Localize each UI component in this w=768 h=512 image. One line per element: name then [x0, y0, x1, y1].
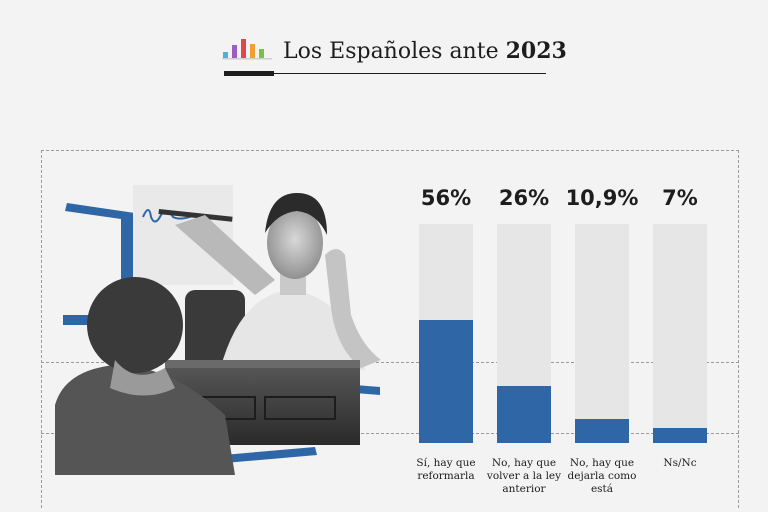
category-label: No, hay que dejarla como está: [567, 457, 637, 495]
category-label: Ns/Nc: [663, 457, 697, 469]
bar-track: [653, 224, 707, 443]
category-label: No, hay que volver a la ley anterior: [486, 457, 562, 495]
bar-column: 10,9% No, hay que dejarla como está: [566, 180, 639, 500]
bar-column: 7% Ns/Nc: [653, 180, 707, 500]
bar: [653, 427, 707, 443]
bar-track: [419, 224, 473, 443]
title-main: Los Españoles ante: [283, 39, 506, 64]
bar-value-label: 7%: [662, 186, 698, 210]
title-underline: [224, 73, 546, 74]
bar-column: 26% No, hay que volver a la ley anterior: [487, 180, 561, 500]
gridline-upper: [41, 362, 739, 363]
bar: [575, 419, 629, 443]
header: Los Españoles ante 2023: [0, 30, 768, 90]
title-underline-accent: [224, 71, 274, 76]
bar: [419, 320, 473, 443]
page-title: Los Españoles ante 2023: [283, 38, 567, 64]
bar-track: [497, 224, 551, 443]
bar-column: 56% Sí, hay que reformarla: [416, 180, 475, 500]
bar-chart: 56% Sí, hay que reformarla 26% No, hay que …: [400, 180, 730, 500]
title-year: 2023: [505, 38, 567, 64]
bar-track: [575, 224, 629, 443]
bar: [497, 386, 551, 443]
category-label: Sí, hay que reformarla: [416, 457, 476, 482]
bar-value-label: 10,9%: [565, 186, 639, 210]
bar-value-label: 56%: [420, 186, 472, 210]
gridline-lower: [41, 433, 739, 434]
chart-frame: [41, 150, 739, 508]
photo-collage: [55, 185, 381, 475]
bar-chart-logo-icon: [222, 39, 272, 60]
bar-value-label: 26%: [498, 186, 550, 210]
